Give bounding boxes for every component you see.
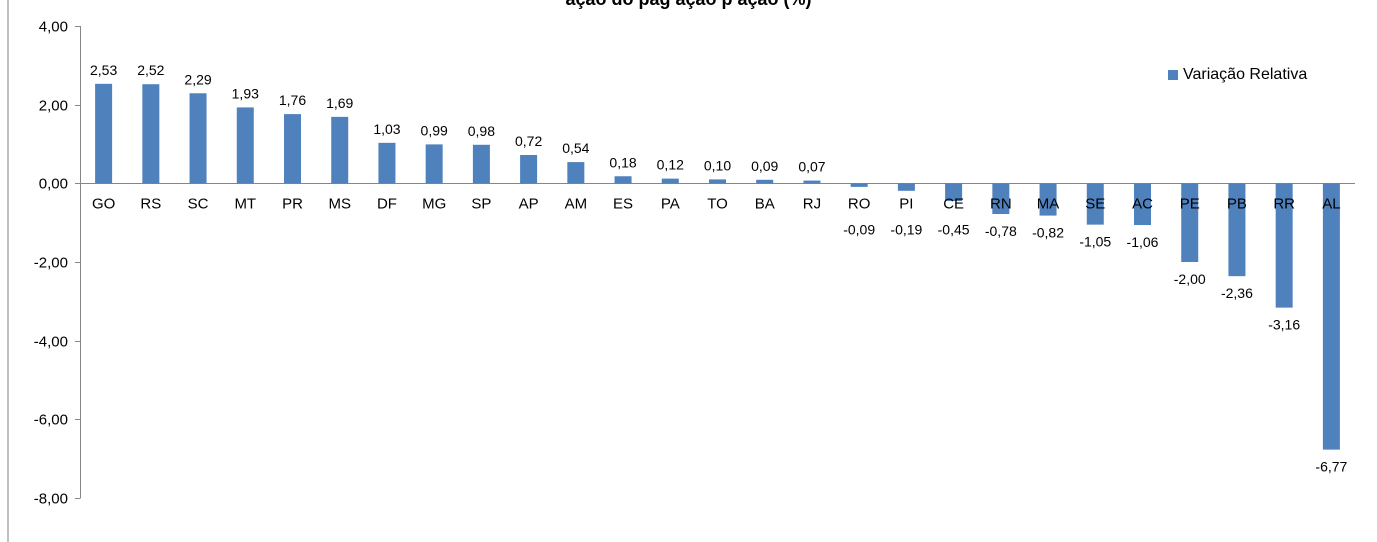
data-label: -3,16: [1268, 317, 1300, 333]
x-tick-label: SP: [471, 196, 491, 213]
data-label: 0,54: [562, 140, 589, 156]
data-label: 0,10: [704, 157, 731, 173]
y-tick-label: 4,00: [39, 19, 68, 36]
x-tick-label: RN: [990, 196, 1012, 213]
data-label: 0,09: [751, 158, 778, 174]
data-label: -0,19: [890, 222, 922, 238]
x-tick-label: PR: [282, 196, 303, 213]
data-label: 1,76: [279, 92, 306, 108]
bar: [945, 183, 963, 202]
legend-swatch: [1168, 70, 1178, 80]
x-tick-label: PI: [899, 196, 913, 213]
y-tick-label: -4,00: [34, 334, 68, 351]
bar: [897, 183, 915, 191]
x-tick-label: DF: [377, 196, 397, 213]
y-tick-label: 2,00: [39, 98, 68, 115]
data-label: 1,03: [373, 121, 400, 137]
data-label: -2,00: [1174, 271, 1206, 287]
bar: [661, 178, 679, 184]
x-tick-label: MG: [422, 196, 446, 213]
bar: [756, 179, 774, 184]
data-label: 2,53: [90, 62, 117, 78]
data-label: -0,09: [843, 222, 875, 238]
data-label: -0,45: [938, 222, 970, 238]
x-tick-label: GO: [92, 196, 115, 213]
data-label: -1,05: [1079, 234, 1111, 250]
bar: [1181, 183, 1199, 262]
bar: [520, 155, 538, 184]
bar: [1039, 183, 1057, 216]
x-tick-label: PA: [661, 196, 680, 213]
data-label: 1,93: [232, 85, 259, 101]
x-tick-label: MS: [328, 196, 351, 213]
y-tick-label: 0,00: [39, 176, 68, 193]
bar: [236, 107, 254, 184]
x-tick-label: SC: [188, 196, 209, 213]
data-label: 2,29: [184, 71, 211, 87]
data-label: -6,77: [1315, 459, 1347, 475]
bar: [1134, 183, 1151, 226]
bar: [331, 116, 349, 184]
data-label: -0,78: [985, 223, 1017, 239]
legend-label: Variação Relativa: [1183, 66, 1308, 83]
x-tick-label: ES: [613, 196, 633, 213]
bar: [614, 176, 632, 184]
bar: [95, 83, 113, 184]
x-tick-label: TO: [707, 196, 728, 213]
data-label: -2,36: [1221, 285, 1253, 301]
data-label: 0,12: [657, 157, 684, 173]
x-tick-label: CE: [943, 196, 964, 213]
x-tick-label: AP: [519, 196, 539, 213]
bar: [1228, 183, 1246, 277]
bar: [1275, 183, 1293, 308]
x-tick-label: AL: [1322, 196, 1340, 213]
x-tick-label: RR: [1273, 196, 1295, 213]
bar: [472, 144, 490, 184]
data-label: 0,99: [421, 122, 448, 138]
bar: [567, 162, 585, 184]
bar: [284, 114, 301, 184]
bar: [378, 142, 396, 184]
data-label: 1,69: [326, 95, 353, 111]
x-tick-label: RS: [140, 196, 161, 213]
bar: [189, 93, 207, 184]
y-tick-label: -6,00: [34, 412, 68, 429]
x-tick-label: SE: [1085, 196, 1105, 213]
bar: [1322, 183, 1340, 450]
bar: [425, 144, 443, 184]
data-label: -0,82: [1032, 225, 1064, 241]
x-tick-label: AM: [565, 196, 588, 213]
bar: [1086, 183, 1104, 225]
x-tick-label: MT: [234, 196, 256, 213]
data-label: 0,72: [515, 133, 542, 149]
bar: [142, 84, 160, 184]
data-label: 0,98: [468, 123, 495, 139]
x-tick-label: AC: [1132, 196, 1153, 213]
x-tick-label: BA: [755, 196, 775, 213]
chart-title: ação do pag ação p ação (%): [0, 0, 1377, 11]
data-label: -1,06: [1127, 234, 1159, 250]
x-tick-label: PE: [1180, 196, 1200, 213]
x-tick-label: RJ: [803, 196, 821, 213]
data-label: 0,18: [609, 154, 636, 170]
data-label: 0,07: [798, 159, 825, 175]
x-tick-label: RO: [848, 196, 871, 213]
x-tick-label: MA: [1037, 196, 1060, 213]
y-tick-label: -2,00: [34, 255, 68, 272]
data-label: 2,52: [137, 62, 164, 78]
bar: [803, 180, 821, 184]
bar: [992, 183, 1010, 215]
bar: [709, 179, 726, 184]
legend: Variação Relativa: [1168, 66, 1307, 84]
x-tick-label: PB: [1227, 196, 1247, 213]
bar: [850, 183, 868, 187]
y-tick-label: -8,00: [34, 491, 68, 508]
